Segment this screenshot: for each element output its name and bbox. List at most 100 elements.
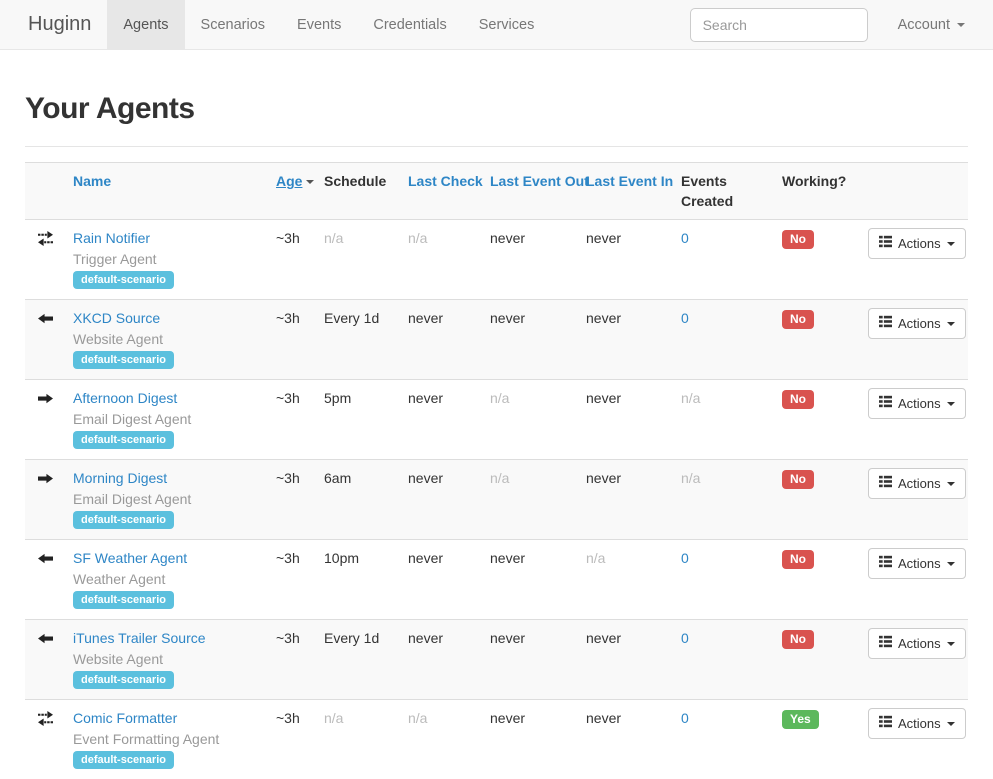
sort-link-last_event_in[interactable]: Last Event In	[586, 173, 673, 189]
agent-type-label: Website Agent	[73, 331, 163, 347]
sort-link-age[interactable]: Age	[276, 173, 302, 189]
nav-item-services[interactable]: Services	[463, 0, 551, 49]
events-created-link[interactable]: 0	[681, 550, 689, 566]
agent-type-label: Email Digest Agent	[73, 411, 191, 427]
events-created-link[interactable]: 0	[681, 630, 689, 646]
nav-item-scenarios[interactable]: Scenarios	[185, 0, 281, 49]
last-event-out-value: never	[490, 710, 525, 726]
agent-subtitle: Trigger Agent default-scenario	[73, 249, 260, 291]
actions-button[interactable]: Actions	[868, 628, 966, 659]
agent-row: Comic Formatter Event Formatting Agent def…	[25, 700, 968, 779]
transfer-icon	[33, 231, 57, 246]
search-input[interactable]	[690, 8, 868, 42]
events-created-link[interactable]: 0	[681, 310, 689, 326]
list-icon	[879, 635, 892, 652]
list-icon	[879, 395, 892, 412]
last-event-out-value: n/a	[490, 470, 509, 486]
nav-item-agents[interactable]: Agents	[107, 0, 184, 49]
agent-type-label: Event Formatting Agent	[73, 731, 219, 747]
last-check-value: never	[408, 310, 443, 326]
actions-button[interactable]: Actions	[868, 708, 966, 739]
last-event-out-value: n/a	[490, 390, 509, 406]
column-header-schedule: Schedule	[316, 163, 400, 220]
column-header-name: Name	[65, 163, 268, 220]
events-created-link[interactable]: 0	[681, 230, 689, 246]
scenario-badge[interactable]: default-scenario	[73, 751, 174, 769]
sort-caret-icon	[306, 180, 314, 184]
events-created-value: n/a	[681, 470, 700, 486]
last-check-value: never	[408, 630, 443, 646]
column-header-last_event_in: Last Event In	[578, 163, 673, 220]
working-badge: No	[782, 390, 814, 409]
account-label: Account	[898, 17, 950, 33]
actions-button-label: Actions	[898, 476, 941, 492]
caret-down-icon	[947, 242, 955, 246]
agent-name-link[interactable]: XKCD Source	[73, 308, 160, 328]
sort-link-last_event_out[interactable]: Last Event Out	[490, 173, 589, 189]
agent-subtitle: Email Digest Agentdefault-scenario	[73, 489, 260, 531]
column-header-events_created: Events Created	[673, 163, 774, 220]
actions-button[interactable]: Actions	[868, 468, 966, 499]
age-value: ~3h	[276, 390, 300, 406]
sort-link-last_check[interactable]: Last Check	[408, 173, 483, 189]
agent-type-label: Weather Agent	[73, 571, 165, 587]
working-badge: No	[782, 470, 814, 489]
agent-name-link[interactable]: iTunes Trailer Source	[73, 628, 206, 648]
age-value: ~3h	[276, 630, 300, 646]
age-value: ~3h	[276, 310, 300, 326]
column-label-events_created: Events Created	[681, 173, 733, 209]
agent-name-link[interactable]: Afternoon Digest	[73, 388, 177, 408]
agent-type-label: Trigger Agent	[73, 251, 157, 267]
scenario-badge[interactable]: default-scenario	[73, 511, 174, 529]
actions-button-label: Actions	[898, 236, 941, 252]
agent-name-link[interactable]: Morning Digest	[73, 468, 167, 488]
actions-button[interactable]: Actions	[868, 228, 966, 259]
age-value: ~3h	[276, 230, 300, 246]
actions-button[interactable]: Actions	[868, 388, 966, 419]
agent-name-link[interactable]: Rain Notifier	[73, 228, 150, 248]
nav-item-credentials[interactable]: Credentials	[357, 0, 462, 49]
list-icon	[879, 475, 892, 492]
arrow-left-icon	[33, 551, 57, 566]
events-created-value: n/a	[681, 390, 700, 406]
scenario-badge[interactable]: default-scenario	[73, 671, 174, 689]
caret-down-icon	[947, 642, 955, 646]
list-icon	[879, 235, 892, 252]
working-badge: No	[782, 310, 814, 329]
scenario-badge[interactable]: default-scenario	[73, 271, 174, 289]
brand-logo[interactable]: Huginn	[0, 0, 107, 49]
caret-down-icon	[957, 23, 965, 27]
scenario-badge[interactable]: default-scenario	[73, 591, 174, 609]
agent-subtitle: Website Agent default-scenario	[73, 329, 260, 371]
agent-subtitle: Email Digest Agent default-scenario	[73, 409, 260, 451]
column-header-last_event_out: Last Event Out	[482, 163, 578, 220]
working-badge: No	[782, 230, 814, 249]
events-created-link[interactable]: 0	[681, 710, 689, 726]
column-header-actions	[860, 163, 968, 220]
caret-down-icon	[947, 322, 955, 326]
nav-item-events[interactable]: Events	[281, 0, 357, 49]
actions-button[interactable]: Actions	[868, 548, 966, 579]
last-check-value: never	[408, 390, 443, 406]
schedule-value: 10pm	[324, 550, 359, 566]
last-event-in-value: never	[586, 470, 621, 486]
navbar-right: Account	[690, 0, 993, 49]
actions-button[interactable]: Actions	[868, 308, 966, 339]
last-event-in-value: n/a	[586, 550, 605, 566]
scenario-badge[interactable]: default-scenario	[73, 351, 174, 369]
account-menu[interactable]: Account	[898, 17, 965, 33]
agent-name-link[interactable]: Comic Formatter	[73, 708, 177, 728]
age-value: ~3h	[276, 470, 300, 486]
sort-link-name[interactable]: Name	[73, 173, 111, 189]
list-icon	[879, 315, 892, 332]
scenario-badge[interactable]: default-scenario	[73, 431, 174, 449]
last-check-value: n/a	[408, 710, 427, 726]
agent-name-link[interactable]: SF Weather Agent	[73, 548, 187, 568]
agent-row: SF Weather Agent Weather Agent default-sce…	[25, 540, 968, 620]
divider	[25, 146, 968, 147]
age-value: ~3h	[276, 710, 300, 726]
